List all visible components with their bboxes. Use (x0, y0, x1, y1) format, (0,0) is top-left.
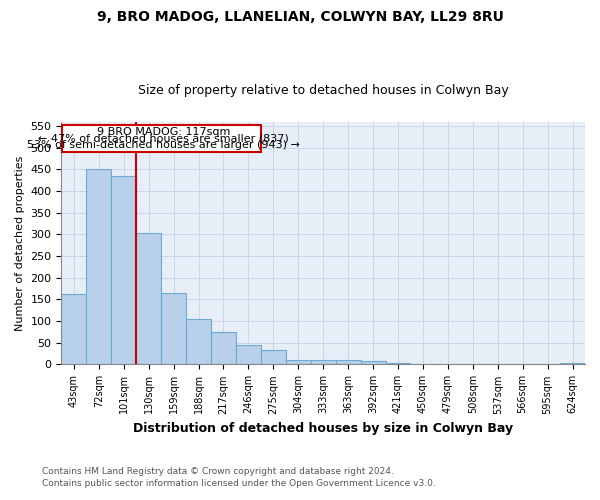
Bar (286, 360, 311, 364)
Bar (186, 318, 211, 364)
X-axis label: Distribution of detached houses by size in Colwyn Bay: Distribution of detached houses by size … (133, 422, 513, 435)
Bar (236, 346, 261, 364)
Bar (136, 233, 161, 364)
Bar (161, 293, 186, 364)
Bar (61, 294, 86, 364)
Text: Contains HM Land Registry data © Crown copyright and database right 2024.: Contains HM Land Registry data © Crown c… (42, 468, 394, 476)
Title: Size of property relative to detached houses in Colwyn Bay: Size of property relative to detached ho… (138, 84, 509, 97)
Text: ← 47% of detached houses are smaller (837): ← 47% of detached houses are smaller (83… (38, 134, 289, 143)
Text: 9 BRO MADOG: 117sqm: 9 BRO MADOG: 117sqm (97, 127, 230, 137)
Bar (361, 361, 386, 364)
Text: Contains public sector information licensed under the Open Government Licence v3: Contains public sector information licen… (42, 479, 436, 488)
Bar (211, 332, 236, 364)
Y-axis label: Number of detached properties: Number of detached properties (15, 156, 25, 331)
Text: 9, BRO MADOG, LLANELIAN, COLWYN BAY, LL29 8RU: 9, BRO MADOG, LLANELIAN, COLWYN BAY, LL2… (97, 10, 503, 24)
Text: 53% of semi-detached houses are larger (943) →: 53% of semi-detached houses are larger (… (27, 140, 300, 150)
Bar (560, 362, 585, 364)
FancyBboxPatch shape (62, 125, 262, 152)
Bar (311, 360, 335, 364)
Bar (386, 362, 410, 364)
Bar (261, 350, 286, 364)
Bar (335, 360, 361, 364)
Bar (111, 176, 136, 364)
Bar (86, 170, 111, 364)
